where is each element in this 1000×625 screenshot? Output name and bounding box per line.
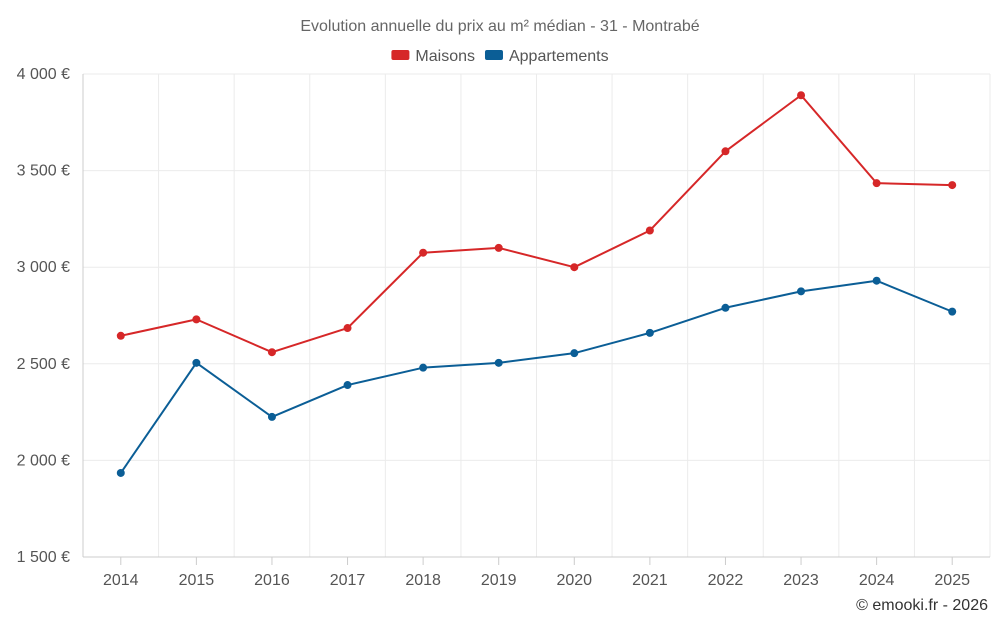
legend-item-appartements[interactable]: Appartements: [484, 48, 609, 65]
data-point-appartements[interactable]: [570, 349, 579, 358]
data-point-maisons[interactable]: [872, 179, 881, 188]
y-tick-label: 2 500 €: [17, 356, 70, 373]
x-tick-label: 2020: [556, 572, 592, 589]
y-tick-label: 3 000 €: [17, 259, 70, 276]
y-tick-label: 3 500 €: [17, 163, 70, 180]
legend: Maisons Appartements: [391, 48, 609, 65]
grid: [82, 73, 991, 557]
series-line-maisons: [120, 94, 953, 354]
x-tick-label: 2014: [103, 572, 139, 589]
data-point-maisons[interactable]: [721, 147, 730, 156]
legend-item-maisons[interactable]: Maisons: [391, 48, 475, 65]
data-point-appartements[interactable]: [116, 468, 125, 477]
data-point-maisons[interactable]: [797, 91, 806, 100]
y-tick-label: 2 000 €: [17, 452, 70, 469]
data-point-maisons[interactable]: [494, 243, 503, 252]
x-tick-label: 2015: [179, 572, 215, 589]
credit-text: © emooki.fr - 2026: [856, 597, 988, 614]
data-point-appartements[interactable]: [721, 303, 730, 312]
x-tick-label: 2025: [934, 572, 970, 589]
data-point-maisons[interactable]: [192, 315, 201, 324]
data-point-maisons[interactable]: [343, 324, 352, 333]
data-point-appartements[interactable]: [267, 412, 276, 421]
x-tick-label: 2018: [405, 572, 441, 589]
data-point-appartements[interactable]: [645, 328, 654, 337]
x-tick-label: 2016: [254, 572, 290, 589]
y-tick-label: 1 500 €: [17, 549, 70, 566]
data-point-appartements[interactable]: [343, 381, 352, 390]
data-point-appartements[interactable]: [419, 363, 428, 372]
y-tick-label: 4 000 €: [17, 66, 70, 83]
x-tick-label: 2022: [708, 572, 744, 589]
data-point-maisons[interactable]: [570, 263, 579, 272]
legend-swatch: [484, 50, 503, 60]
data-point-appartements[interactable]: [872, 276, 881, 285]
x-tick-label: 2023: [783, 572, 819, 589]
y-axis: 1 500 € 2 000 € 2 500 € 3 000 € 3 500 € 4 000…: [17, 66, 70, 566]
legend-swatch: [391, 50, 410, 60]
data-point-appartements[interactable]: [797, 287, 806, 296]
data-point-appartements[interactable]: [192, 358, 201, 367]
x-tick-label: 2021: [632, 572, 668, 589]
data-point-maisons[interactable]: [116, 331, 125, 340]
data-point-maisons[interactable]: [267, 348, 276, 357]
data-point-maisons[interactable]: [419, 248, 428, 257]
legend-label: Maisons: [415, 48, 475, 65]
x-tick-label: 2019: [481, 572, 517, 589]
series-group: [116, 91, 957, 477]
data-point-maisons[interactable]: [645, 226, 654, 235]
data-point-appartements[interactable]: [948, 307, 957, 316]
legend-label: Appartements: [509, 48, 609, 65]
series-line-appartements: [119, 279, 953, 474]
data-point-maisons[interactable]: [948, 181, 957, 190]
x-axis: 2014 2015 2016 2017 2018 2019 2020 2021 2022 2023…: [83, 556, 990, 589]
data-point-appartements[interactable]: [494, 358, 503, 367]
x-tick-label: 2024: [859, 572, 895, 589]
x-tick-label: 2017: [330, 572, 366, 589]
chart-title: Evolution annuelle du prix au m² médian …: [300, 18, 699, 35]
